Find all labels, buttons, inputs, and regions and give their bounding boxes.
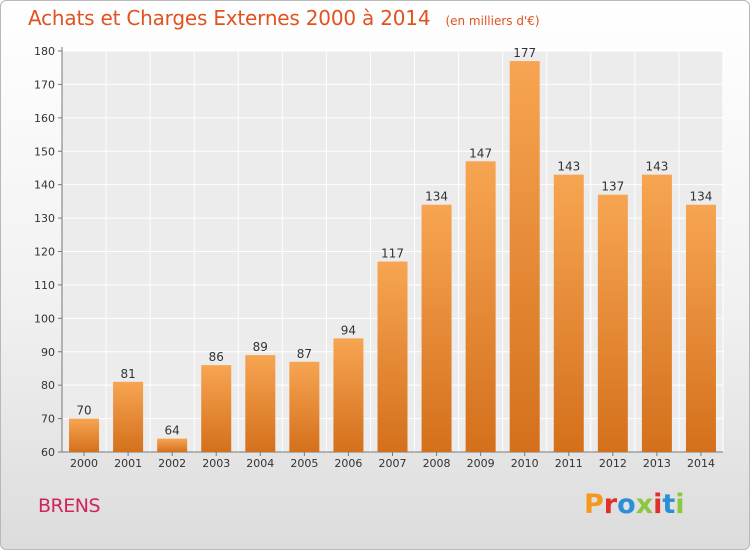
- bar: [245, 355, 276, 452]
- bar: [597, 194, 628, 453]
- x-tick-label: 2002: [158, 457, 186, 470]
- bar-value-label: 81: [120, 367, 135, 381]
- x-tick-label: 2006: [334, 457, 362, 470]
- bar-value-label: 137: [601, 180, 624, 194]
- y-tick-label: 100: [34, 312, 55, 325]
- chart-unit: (en milliers d'€): [445, 14, 540, 28]
- bar-value-label: 143: [557, 160, 580, 174]
- y-tick-label: 80: [41, 379, 55, 392]
- chart-title: Achats et Charges Externes 2000 à 2014: [28, 6, 431, 30]
- bar: [113, 381, 144, 452]
- x-tick-label: 2010: [511, 457, 539, 470]
- bar-value-label: 134: [690, 190, 713, 204]
- bar: [509, 61, 540, 453]
- bar: [421, 204, 452, 452]
- bar-value-label: 134: [425, 190, 448, 204]
- bar: [377, 261, 408, 452]
- bars: [69, 61, 716, 453]
- bar: [641, 174, 672, 452]
- brand-letter: i: [675, 489, 685, 520]
- bar: [201, 365, 232, 452]
- brand-letter: r: [603, 489, 618, 520]
- labels: 60 70 80 90 100 110 120 130 140 150 160 170 180 70 200…: [34, 45, 715, 470]
- x-tick-label: 2001: [114, 457, 142, 470]
- bar-value-label: 177: [513, 46, 536, 60]
- proxiti-logo: Proxiti: [584, 489, 685, 520]
- y-tick-label: 160: [34, 112, 55, 125]
- x-tick-label: 2004: [246, 457, 274, 470]
- y-tick-label: 70: [41, 413, 55, 426]
- x-tick-label: 2013: [643, 457, 671, 470]
- y-tick-label: 90: [41, 346, 55, 359]
- y-tick-label: 150: [34, 145, 55, 158]
- x-tick-label: 2012: [599, 457, 627, 470]
- brand-letter: x: [635, 489, 654, 520]
- town-name: BRENS: [38, 495, 101, 517]
- x-tick-label: 2014: [687, 457, 715, 470]
- y-tick-label: 140: [34, 179, 55, 192]
- bar: [685, 204, 716, 452]
- x-tick-label: 2011: [555, 457, 583, 470]
- x-tick-label: 2008: [423, 457, 451, 470]
- bar: [157, 438, 188, 452]
- brand-letter: t: [662, 489, 676, 520]
- bar-value-label: 143: [645, 160, 668, 174]
- bar: [289, 361, 320, 452]
- x-tick-label: 2005: [290, 457, 318, 470]
- bar-value-label: 87: [297, 347, 312, 361]
- y-tick-label: 60: [41, 446, 55, 459]
- bar-value-label: 70: [76, 404, 91, 418]
- brand-letter: P: [584, 489, 604, 520]
- bar-value-label: 117: [381, 247, 404, 261]
- bar-value-label: 94: [341, 323, 356, 337]
- y-tick-label: 120: [34, 246, 55, 259]
- bar: [465, 161, 496, 452]
- bar: [69, 418, 100, 452]
- chart-header: Achats et Charges Externes 2000 à 2014 (…: [28, 6, 540, 30]
- y-tick-label: 170: [34, 78, 55, 91]
- brand-letter: i: [653, 489, 663, 520]
- bar: [333, 338, 364, 452]
- bar-value-label: 89: [253, 340, 268, 354]
- x-tick-label: 2009: [467, 457, 495, 470]
- x-tick-label: 2007: [379, 457, 407, 470]
- bar-value-label: 147: [469, 146, 492, 160]
- bar-value-label: 86: [209, 350, 224, 364]
- y-tick-label: 180: [34, 45, 55, 58]
- x-tick-label: 2000: [70, 457, 98, 470]
- brand-letter: o: [617, 489, 636, 520]
- y-tick-label: 130: [34, 212, 55, 225]
- bar: [553, 174, 584, 452]
- y-tick-label: 110: [34, 279, 55, 292]
- bar-value-label: 64: [165, 424, 180, 438]
- x-tick-label: 2003: [202, 457, 230, 470]
